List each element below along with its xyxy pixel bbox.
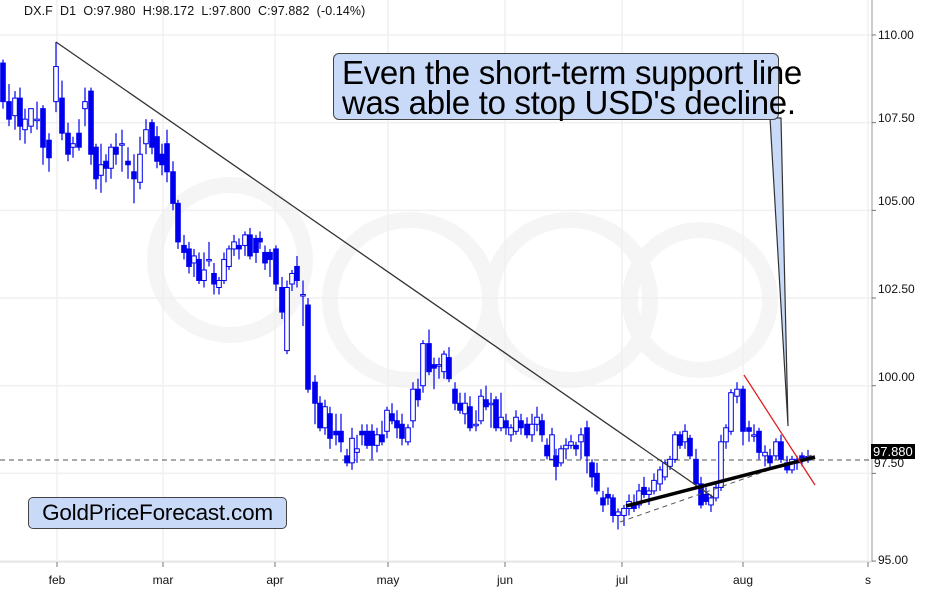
- watermark: [147, 177, 778, 388]
- candles: [0, 42, 811, 530]
- last-price-tag: 97.880: [871, 444, 915, 459]
- short-term-support-line[interactable]: [625, 455, 816, 508]
- annotation-callout: Even the short-term support line was abl…: [333, 53, 802, 121]
- red-declining-line[interactable]: [743, 374, 816, 486]
- x-tick-label: aug: [732, 573, 754, 587]
- x-tick-label: may: [376, 573, 400, 587]
- callout-line-1: Even the short-term support line: [342, 54, 802, 91]
- short-term-support-dashed-line[interactable]: [619, 454, 813, 523]
- x-tick-label: apr: [266, 573, 284, 587]
- y-axis-ticks: [872, 34, 876, 562]
- y-tick-label: 97.50: [874, 456, 905, 470]
- x-tick-label: jul: [615, 573, 629, 587]
- x-tick-label: feb: [48, 573, 66, 587]
- brand-label: GoldPriceForecast.com: [28, 497, 287, 529]
- y-tick-label: 100.00: [878, 370, 915, 384]
- x-tick-label: mar: [152, 573, 174, 587]
- long-term-resistance-line[interactable]: [55, 41, 714, 498]
- symbol-header: DX.F D1 O:97.980 H:98.172 L:97.800 C:97.…: [24, 4, 366, 18]
- y-tick-label: 102.50: [878, 282, 915, 296]
- callout-line-2: was able to stop USD's decline.: [342, 84, 796, 121]
- y-tick-label: 95.00: [878, 553, 909, 567]
- x-tick-label: jun: [496, 573, 514, 587]
- x-axis-ticks: [56, 562, 869, 567]
- x-tick-label: s: [865, 573, 871, 587]
- y-tick-label: 110.00: [878, 28, 914, 42]
- y-tick-label: 107.50: [878, 111, 915, 125]
- y-tick-label: 105.00: [878, 194, 915, 208]
